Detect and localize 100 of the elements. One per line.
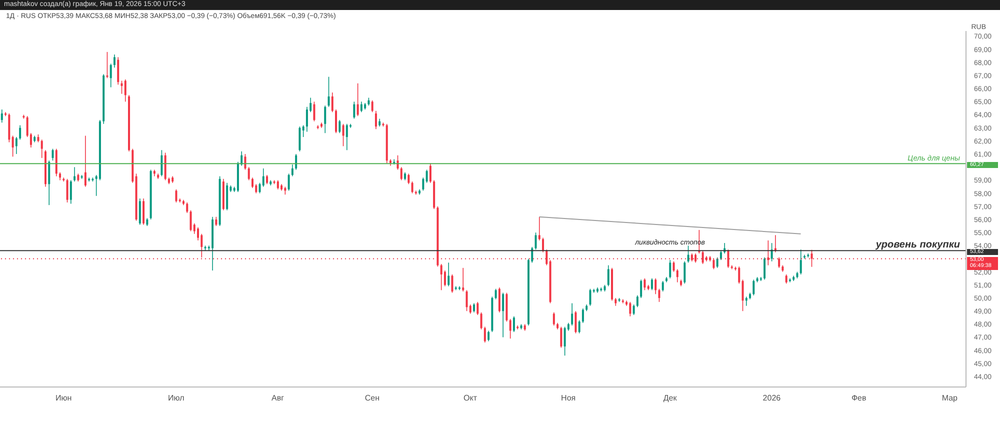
candlestick [411, 181, 414, 194]
candlestick [160, 150, 163, 177]
candlestick [564, 326, 566, 356]
candlestick [582, 308, 584, 324]
candlestick [248, 166, 250, 181]
x-tick-label: Ноя [561, 394, 576, 403]
candlestick [538, 216, 540, 241]
candlestick [502, 292, 504, 338]
candlestick [636, 294, 638, 308]
candlestick [552, 312, 555, 326]
x-tick-label: Сен [364, 394, 380, 403]
candlestick [288, 173, 290, 192]
candlestick [306, 106, 308, 132]
candlestick [346, 124, 348, 151]
candlestick [52, 148, 54, 161]
candlestick [408, 173, 410, 185]
candlestick [291, 164, 294, 177]
candlestick [669, 260, 672, 279]
candlestick [302, 124, 304, 138]
candlestick [534, 232, 537, 250]
x-tick-label: Авг [272, 394, 284, 403]
candlestick [353, 101, 356, 120]
x-tick-label: Июл [168, 394, 185, 403]
candlestick [512, 316, 515, 332]
candlestick [117, 56, 120, 86]
candlestick [720, 250, 722, 260]
candlestick [244, 154, 246, 170]
candlestick [607, 264, 610, 287]
candlestick [374, 110, 377, 130]
candlestick [676, 268, 678, 283]
candlestick [672, 260, 675, 272]
candlestick [328, 76, 330, 108]
candlestick [48, 160, 50, 206]
candlestick [473, 302, 476, 313]
candlestick [266, 174, 268, 185]
candlestick [494, 288, 497, 300]
candlestick [335, 109, 338, 134]
candlestick [251, 177, 254, 188]
candlestick [574, 310, 577, 334]
candlestick [74, 166, 76, 182]
candlestick [186, 202, 188, 214]
candlestick [578, 320, 580, 334]
candlestick [84, 135, 86, 188]
x-tick-label: Июн [55, 394, 72, 403]
candlestick [356, 82, 359, 116]
candlestick [800, 249, 802, 275]
candlestick [764, 257, 766, 280]
candlestick [120, 80, 123, 94]
candlestick [215, 216, 218, 226]
candlestick [509, 318, 512, 339]
candlestick [462, 267, 464, 292]
candlestick [644, 278, 646, 291]
candlestick [716, 257, 718, 268]
candlestick [110, 63, 112, 88]
candlestick [142, 198, 145, 226]
x-tick-label: Мар [942, 394, 958, 403]
candlestick [650, 278, 653, 291]
candlestick [175, 188, 178, 203]
candlestick [40, 139, 43, 158]
candlestick [654, 278, 657, 294]
candlestick [571, 302, 574, 326]
candlestick [164, 152, 166, 181]
candlestick [429, 162, 432, 184]
candlestick [742, 279, 744, 312]
candlestick [640, 279, 642, 298]
ref-line-label: уровень покупки [874, 240, 960, 251]
candlestick [480, 312, 482, 330]
candlestick [138, 198, 141, 226]
candlestick [484, 326, 486, 343]
candlestick [752, 279, 755, 296]
candlestick [560, 326, 562, 348]
candlestick [70, 180, 72, 204]
candlestick [106, 52, 108, 79]
candlestick [476, 302, 479, 316]
candlestick [745, 296, 748, 306]
candlestick [295, 154, 298, 170]
candlestick [313, 101, 316, 122]
candlestick [360, 101, 362, 113]
candlestick [422, 177, 424, 192]
candlestick [687, 245, 690, 264]
x-tick-label: 2026 [762, 394, 782, 403]
candlestick [658, 288, 660, 302]
candlestick [55, 148, 58, 177]
candlestick [19, 124, 22, 140]
candlestick [331, 92, 334, 113]
candlestick [448, 262, 450, 287]
candlestick [632, 304, 635, 316]
x-tick-label: Фев [851, 394, 866, 403]
candlestick [426, 169, 428, 184]
candlestick [324, 105, 326, 134]
candlestick [342, 124, 344, 147]
candlestick [276, 180, 279, 190]
candlestick [113, 54, 116, 68]
candlestick [488, 330, 490, 342]
candlestick [785, 274, 788, 284]
x-tick-label: Окт [464, 394, 478, 403]
candlestick [542, 237, 544, 253]
candlestick [684, 260, 686, 284]
candlestick [12, 135, 14, 158]
candlestick [190, 210, 192, 232]
